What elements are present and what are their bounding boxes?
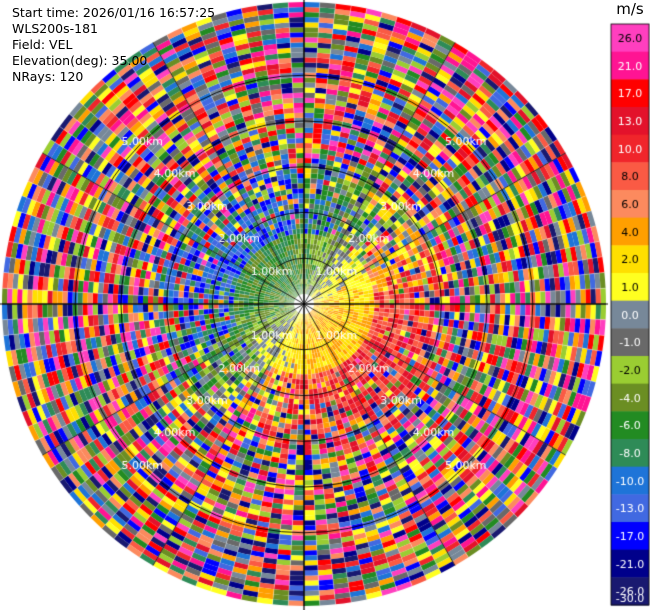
start-time-label: Start time: 2026/01/16 16:57:25 (12, 5, 216, 20)
nrays-label: NRays: 120 (12, 69, 84, 84)
elevation-label: Elevation(deg): 35.00 (12, 53, 148, 68)
instrument-label: WLS200s-181 (12, 21, 98, 36)
field-label: Field: VEL (12, 37, 73, 52)
colorbar-unit-label: m/s (616, 0, 644, 18)
